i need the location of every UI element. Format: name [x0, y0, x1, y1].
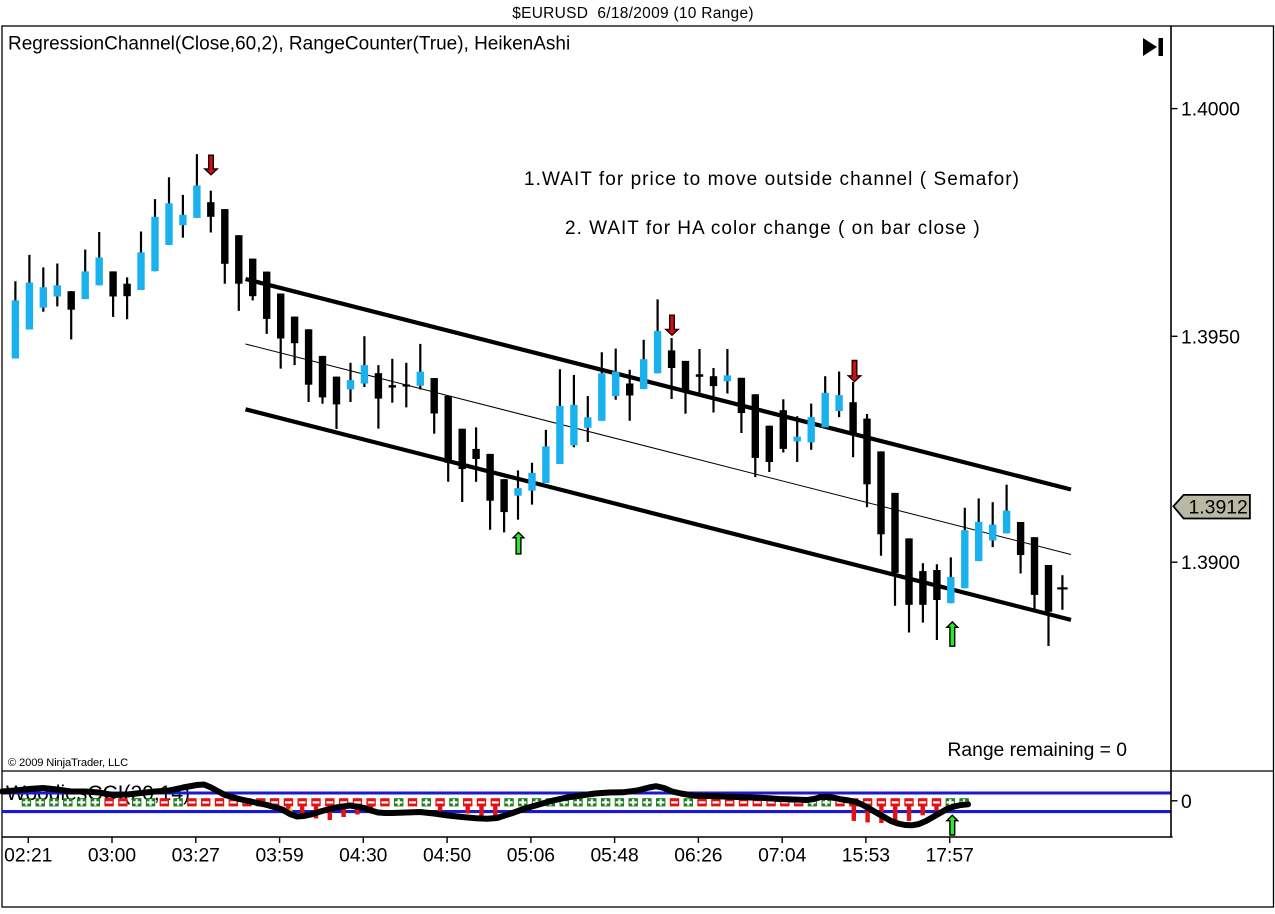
svg-text:03:00: 03:00: [88, 846, 136, 867]
svg-text:1.3912: 1.3912: [1189, 496, 1248, 518]
svg-text:1.4000: 1.4000: [1181, 100, 1240, 121]
svg-text:05:06: 05:06: [507, 846, 555, 867]
svg-text:2. WAIT for HA color change (: 2. WAIT for HA color change ( on bar clo…: [565, 218, 981, 239]
svg-text:17:57: 17:57: [926, 846, 974, 867]
svg-text:04:30: 04:30: [339, 846, 387, 867]
svg-text:1.WAIT for price to move outsi: 1.WAIT for price to move outside channel…: [524, 169, 1020, 190]
svg-text:06:26: 06:26: [674, 846, 722, 867]
svg-text:Range remaining = 0: Range remaining = 0: [947, 740, 1127, 761]
svg-text:RegressionChannel(Close,60,2),: RegressionChannel(Close,60,2), RangeCoun…: [8, 34, 570, 55]
svg-text:03:59: 03:59: [255, 846, 303, 867]
svg-text:07:04: 07:04: [758, 846, 807, 867]
svg-text:1.3950: 1.3950: [1181, 327, 1240, 348]
svg-text:02:21: 02:21: [4, 846, 52, 867]
svg-text:05:48: 05:48: [590, 846, 638, 867]
svg-text:04:50: 04:50: [423, 846, 471, 867]
svg-text:© 2009 NinjaTrader, LLC: © 2009 NinjaTrader, LLC: [8, 757, 128, 769]
svg-text:15:53: 15:53: [842, 846, 890, 867]
svg-text:$EURUSD 6/18/2009 (10 Range): $EURUSD 6/18/2009 (10 Range): [512, 5, 754, 22]
svg-text:0: 0: [1181, 792, 1192, 813]
svg-text:03:27: 03:27: [172, 846, 220, 867]
svg-text:1.3900: 1.3900: [1181, 553, 1240, 574]
